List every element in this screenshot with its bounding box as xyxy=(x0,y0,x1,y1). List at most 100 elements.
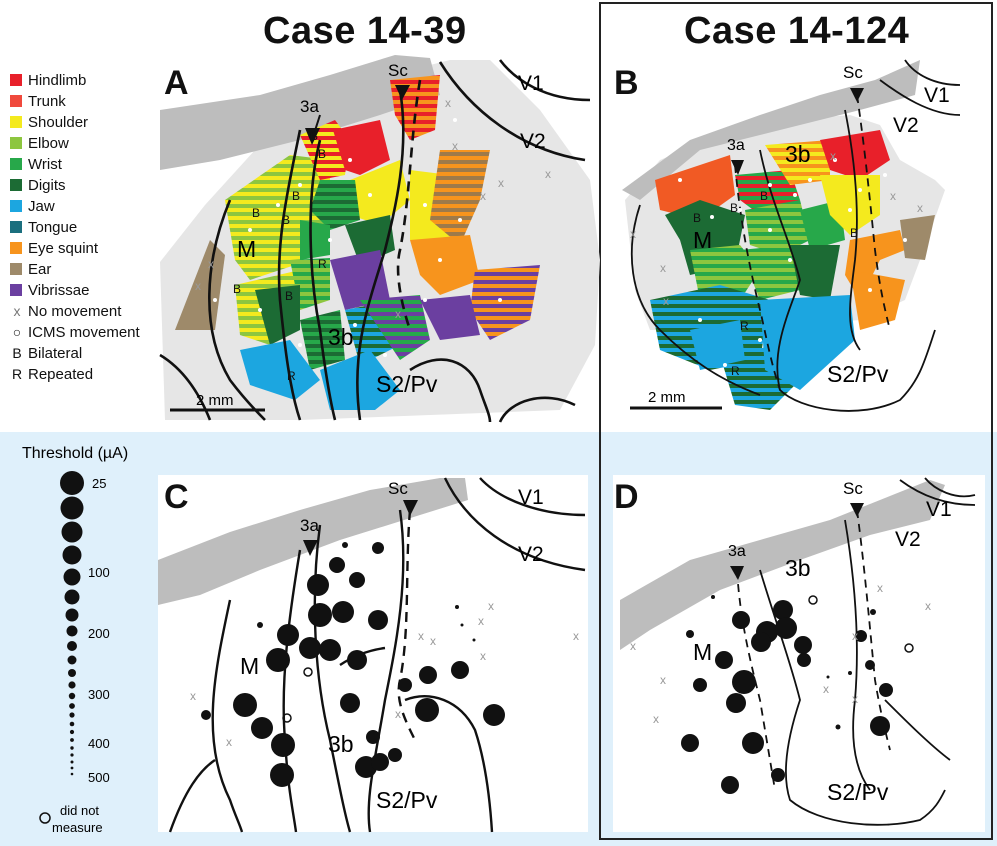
svg-text:x: x xyxy=(917,201,923,215)
svg-text:x: x xyxy=(852,629,858,643)
legend-swatch xyxy=(10,200,22,212)
svg-text:x: x xyxy=(830,149,836,163)
label-s2pv: S2/Pv xyxy=(376,371,438,397)
panel-letter-a: A xyxy=(164,64,189,102)
threshold-tick-300: 300 xyxy=(88,687,110,702)
legend-item-eye-squint: Eye squint xyxy=(10,238,98,258)
svg-text:x: x xyxy=(573,629,579,643)
label-s2pv-d: S2/Pv xyxy=(827,779,889,805)
threshold-tick-500: 500 xyxy=(88,770,110,785)
svg-text:x: x xyxy=(877,581,883,595)
threshold-dots xyxy=(60,471,84,776)
label-m-d: M xyxy=(693,639,712,665)
label-v2-d: V2 xyxy=(895,528,921,551)
svg-text:x: x xyxy=(630,639,636,653)
label-3a: 3a xyxy=(300,97,319,116)
label-sc-c: Sc xyxy=(388,479,408,498)
legend-label: Repeated xyxy=(28,365,94,383)
label-3b-c: 3b xyxy=(328,731,354,757)
legend-label: Hindlimb xyxy=(28,71,87,89)
svg-text:x: x xyxy=(195,279,201,293)
legend-swatch xyxy=(10,242,22,254)
svg-text:B: B xyxy=(730,201,738,215)
threshold-tick-200: 200 xyxy=(88,626,110,641)
label-sc-d: Sc xyxy=(843,479,863,498)
legend-label: Elbow xyxy=(28,134,69,152)
label-s2pv-b: S2/Pv xyxy=(827,361,889,387)
repeated-icon: R xyxy=(11,366,23,382)
svg-text:R: R xyxy=(318,257,327,271)
label-sc-b: Sc xyxy=(843,63,863,82)
svg-text:x: x xyxy=(395,307,401,321)
svg-text:B: B xyxy=(318,147,326,161)
label-3b: 3b xyxy=(328,324,354,350)
svg-text:B: B xyxy=(292,189,300,203)
legend-swatch xyxy=(10,158,22,170)
legend-item-wrist: Wrist xyxy=(10,154,62,174)
case-title-left: Case 14-39 xyxy=(263,10,467,52)
svg-text:x: x xyxy=(653,712,659,726)
svg-text:x: x xyxy=(660,673,666,687)
scale-bar-label-b: 2 mm xyxy=(648,389,686,406)
legend-label: Digits xyxy=(28,176,66,194)
panel-letter-c: C xyxy=(164,478,189,516)
legend-item-digits: Digits xyxy=(10,175,66,195)
svg-text:x: x xyxy=(395,707,401,721)
legend-label: No movement xyxy=(28,302,122,320)
svg-text:R: R xyxy=(740,319,749,333)
threshold-tick-100: 100 xyxy=(88,565,110,580)
label-3b-d: 3b xyxy=(785,555,811,581)
legend-swatch xyxy=(10,263,22,275)
legend-item-icms-movement: ○ ICMS movement xyxy=(10,322,140,342)
legend-swatch xyxy=(10,137,22,149)
legend-label: Jaw xyxy=(28,197,55,215)
label-s2pv-c: S2/Pv xyxy=(376,787,438,813)
svg-text:x: x xyxy=(445,96,451,110)
legend-swatch xyxy=(10,179,22,191)
panel-d-map: x x x x x x x x Sc V1 V2 3a 3b M S2/Pv xyxy=(620,477,976,826)
label-3a-c: 3a xyxy=(300,516,319,535)
legend-label: Bilateral xyxy=(28,344,83,362)
svg-text:x: x xyxy=(480,189,486,203)
svg-text:B: B xyxy=(850,226,858,240)
label-m-b: M xyxy=(693,227,712,253)
threshold-scale: Threshold (µA) 25 100 200 300 400 500 di… xyxy=(22,445,128,835)
legend-label: Eye squint xyxy=(28,239,99,257)
legend-item-hindlimb: Hindlimb xyxy=(10,70,86,90)
svg-text:x: x xyxy=(208,257,214,271)
svg-text:x: x xyxy=(852,692,858,706)
legend-label: Trunk xyxy=(28,92,66,110)
svg-text:x: x xyxy=(823,682,829,696)
legend-swatch xyxy=(10,116,22,128)
label-3a-d: 3a xyxy=(728,543,746,560)
case-14-124-frame xyxy=(599,2,993,840)
label-3b-b: 3b xyxy=(785,141,811,167)
legend-item-repeated: R Repeated xyxy=(10,364,93,384)
svg-text:x: x xyxy=(660,261,666,275)
svg-text:x: x xyxy=(418,629,424,643)
svg-text:x: x xyxy=(498,176,504,190)
case-title-right: Case 14-124 xyxy=(684,10,910,52)
svg-text:B: B xyxy=(693,211,701,225)
svg-text:B: B xyxy=(252,206,260,220)
label-sc: Sc xyxy=(388,61,408,80)
threshold-tick-25: 25 xyxy=(92,476,106,491)
label-v1-b: V1 xyxy=(924,84,950,107)
label-m: M xyxy=(237,236,256,262)
legend-label: Vibrissae xyxy=(28,281,90,299)
svg-text:x: x xyxy=(925,599,931,613)
svg-text:R: R xyxy=(731,364,740,378)
legend-item-vibrissae: Vibrissae xyxy=(10,280,89,300)
legend-swatch xyxy=(10,74,22,86)
svg-text:R: R xyxy=(287,369,296,383)
svg-text:B: B xyxy=(285,289,293,303)
svg-text:x: x xyxy=(452,139,458,153)
svg-text:x: x xyxy=(226,735,232,749)
label-v1-c: V1 xyxy=(518,486,544,509)
svg-text:x: x xyxy=(630,227,636,241)
panel-letter-b: B xyxy=(614,64,639,102)
